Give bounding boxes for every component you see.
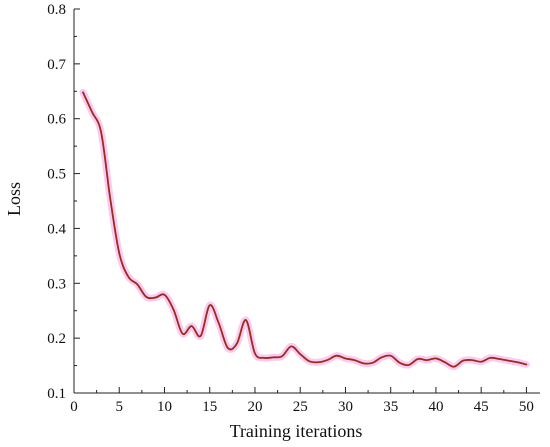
x-axis-title: Training iterations (230, 421, 363, 441)
loss-line-glow (79, 88, 530, 371)
y-tick-label: 0.6 (47, 112, 66, 128)
x-tick-label: 0 (70, 399, 78, 415)
y-axis-title: Loss (4, 182, 24, 216)
x-tick-label: 5 (115, 399, 123, 415)
x-tick-label: 45 (474, 399, 489, 415)
x-tick-label: 50 (519, 399, 534, 415)
y-tick-label: 0.2 (47, 331, 66, 347)
y-tick-label: 0.3 (47, 276, 66, 292)
y-tick-label: 0.7 (47, 57, 66, 73)
y-tick-label: 0.4 (47, 221, 66, 237)
loss-line (82, 91, 528, 368)
y-tick-label: 0.5 (47, 167, 66, 183)
x-tick-label: 40 (428, 399, 443, 415)
x-tick-label: 35 (383, 399, 398, 415)
y-tick-label: 0.8 (47, 2, 66, 18)
y-tick-label: 0.1 (47, 386, 66, 402)
x-tick-label: 20 (247, 399, 262, 415)
x-tick-label: 10 (157, 399, 172, 415)
x-tick-label: 30 (338, 399, 353, 415)
x-tick-label: 15 (202, 399, 217, 415)
axes: 0 5 10 15 20 25 30 35 40 45 50 0.1 0.2 0.3 0.4 0.5 0.6 0.… (47, 2, 540, 415)
x-tick-label: 25 (293, 399, 308, 415)
plot-area (79, 88, 530, 371)
